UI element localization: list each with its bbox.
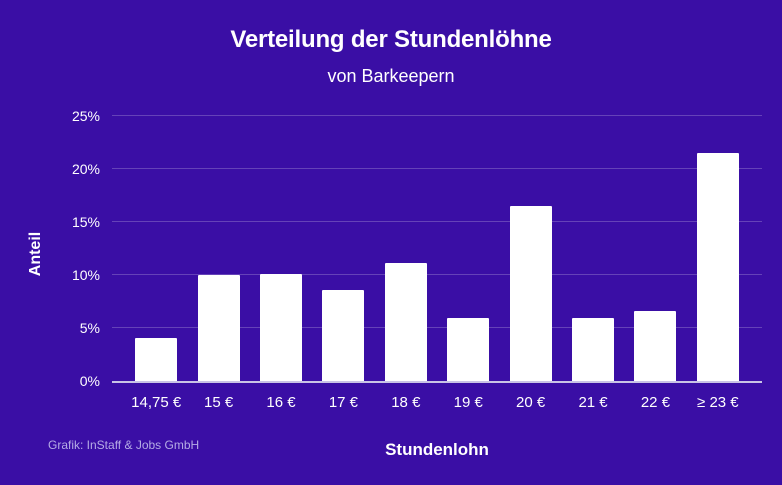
y-tick-label: 25% (71, 108, 100, 124)
x-tick-label: 20 € (516, 394, 546, 411)
bar-slot (624, 116, 686, 381)
x-tick-label: 22 € (640, 394, 671, 411)
bar (696, 153, 739, 381)
bar-slot (499, 116, 561, 381)
x-axis-title: Stundenlohn (385, 440, 489, 459)
x-tick-label: 14,75 € (131, 394, 182, 411)
x-tick-label: 17 € (328, 394, 359, 411)
bar (572, 318, 615, 381)
y-tick-label: 20% (71, 161, 100, 177)
x-axis-labels: 14,75 € 15 € 16 € 17 € 18 € 19 € 20 € 21 € 22 € ≥… (112, 394, 762, 411)
bar-slot (687, 116, 749, 381)
grid-line (112, 168, 762, 169)
x-tick-label: 18 € (391, 394, 421, 411)
y-tick-label: 10% (71, 267, 100, 283)
x-tick-label: 21 € (578, 394, 608, 411)
y-tick-label: 5% (79, 320, 100, 336)
bar (634, 311, 677, 381)
chart-subtitle: von Barkeepern (327, 66, 455, 86)
bar-slot (437, 116, 499, 381)
bar (135, 337, 178, 381)
bar (509, 206, 552, 381)
grid-line (112, 274, 762, 275)
bar-slot (187, 116, 249, 381)
y-tick-label: 0% (79, 373, 100, 389)
chart-title: Verteilung der Stundenlöhne (230, 26, 552, 53)
bar-slot (125, 116, 187, 381)
bar-slot (312, 116, 374, 381)
grid-line (112, 115, 762, 116)
x-tick-label: 19 € (453, 394, 483, 411)
grid-line (112, 327, 762, 328)
y-tick-label: 15% (71, 214, 100, 230)
bar-slot (250, 116, 312, 381)
plot-area: 0% 5% 10% 15% 20% 25% (72, 108, 762, 389)
bar (260, 273, 303, 381)
bar-slot (375, 116, 437, 381)
bar (447, 318, 490, 381)
grid-line (112, 221, 762, 222)
x-tick-label: 16 € (266, 394, 296, 411)
bar (197, 275, 240, 381)
bar (384, 263, 427, 381)
bars-container (112, 116, 762, 381)
bar-slot (562, 116, 624, 381)
attribution: Grafik: InStaff & Jobs GmbH (48, 438, 200, 452)
x-tick-label: 15 € (204, 394, 234, 411)
bar (322, 289, 365, 381)
x-tick-label: ≥ 23 € (697, 394, 739, 411)
